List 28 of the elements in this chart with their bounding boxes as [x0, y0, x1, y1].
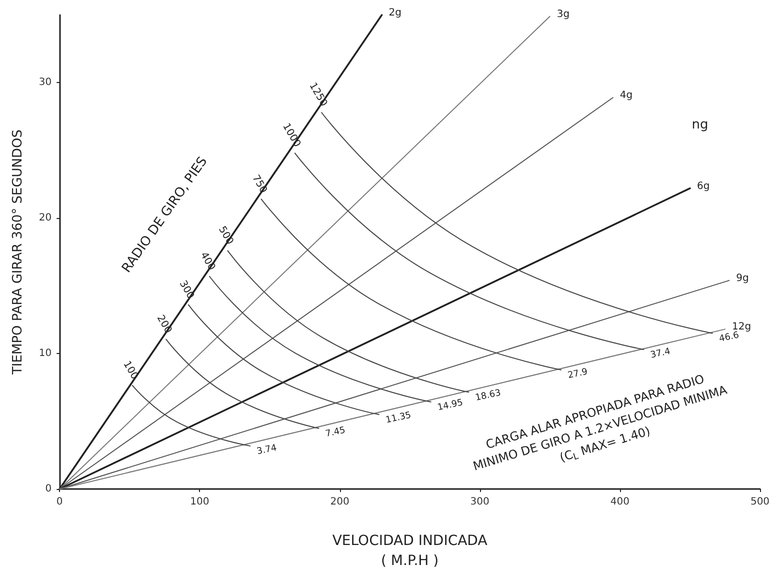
y-axis-title: TIEMPO PARA GIRAR 360° SEGUNDOS	[10, 129, 26, 376]
annotation: 3.74	[256, 443, 278, 458]
y-tick-label: 20	[38, 212, 52, 224]
annotation: 14.95	[436, 398, 464, 414]
x-axis-title: VELOCIDAD INDICADA ( M.P.H )	[332, 533, 488, 569]
x-tick-label: 500	[750, 496, 770, 508]
x-tick-label: 200	[330, 496, 350, 508]
x-tick-label: 100	[190, 496, 210, 508]
annotation: 7.45	[324, 426, 346, 440]
y-tick-label: 30	[38, 77, 52, 88]
annotation: ng	[692, 118, 708, 132]
y-tick-label: 0	[45, 484, 52, 494]
x-tick-label: 400	[610, 496, 630, 508]
annotation: 37.4	[650, 346, 672, 361]
series-label: 12g	[732, 322, 752, 333]
series-label: 6g	[696, 180, 710, 192]
annotation: 11.35	[384, 410, 412, 426]
annotation: 27.9	[566, 367, 589, 382]
text: 400	[198, 250, 217, 272]
annotation: 18.63	[474, 388, 502, 404]
x-tick-label: 0	[56, 496, 63, 508]
x-tick-label: 300	[470, 496, 490, 508]
y-tick-label: 10	[38, 348, 52, 360]
series-label: 9g	[736, 272, 749, 284]
series-label: 3g	[556, 8, 570, 20]
series-label: 2g	[388, 8, 402, 18]
annotation: 46.6	[718, 330, 740, 345]
series-label: 4g	[620, 90, 633, 102]
